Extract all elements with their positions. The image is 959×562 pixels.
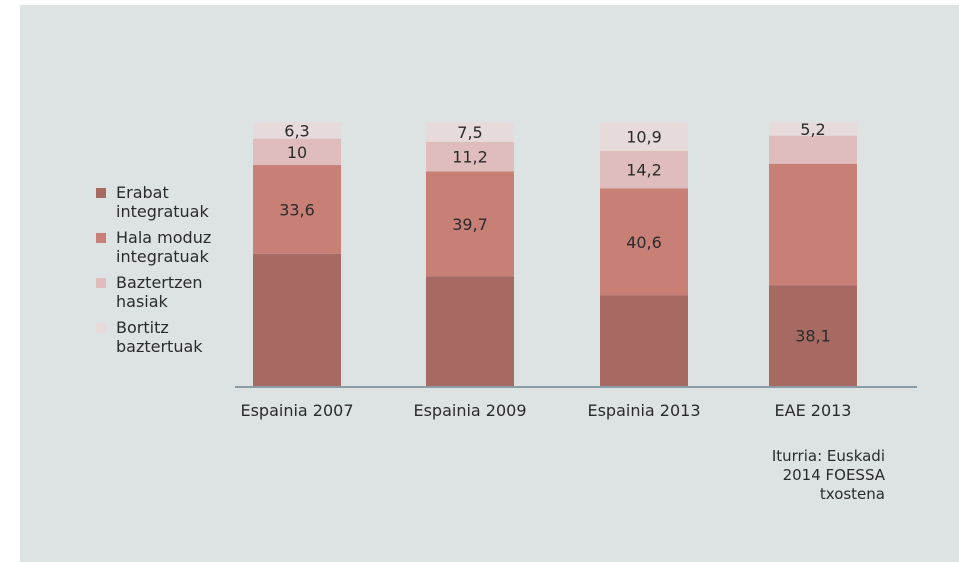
legend-item-hala-moduz-integratuak: Hala moduz integratuak — [96, 228, 246, 266]
legend-label: Erabat integratuak — [116, 183, 209, 221]
data-label: 5,2 — [800, 120, 825, 139]
data-label: 6,3 — [284, 121, 309, 140]
legend-swatch — [96, 233, 106, 243]
category-label: Espainia 2007 — [240, 401, 353, 420]
bar-segment — [426, 276, 514, 386]
data-label: 11,2 — [452, 148, 488, 167]
bar-segment — [769, 135, 857, 164]
bar-segment — [253, 138, 341, 166]
bar-segment — [426, 122, 514, 142]
data-label: 39,7 — [452, 215, 488, 234]
stacked-bar-chart: 33,6 10 6,3 Espainia 2007 39,7 11,2 7,5 Espaini… — [235, 120, 917, 420]
legend-item-bortitz-baztertuak: Bortitz baztertuak — [96, 318, 246, 356]
legend-item-erabat-integratuak: Erabat integratuak — [96, 183, 246, 221]
bar-segment — [426, 171, 514, 277]
bar-segment — [600, 188, 688, 296]
data-label: 40,6 — [626, 233, 662, 252]
bar-segment — [426, 141, 514, 172]
bar-segment — [253, 122, 341, 139]
bar-segment — [769, 285, 857, 386]
legend-label: Baztertzen hasiak — [116, 273, 203, 311]
legend-swatch — [96, 188, 106, 198]
bar-segment — [769, 122, 857, 136]
legend: Erabat integratuak Hala moduz integratua… — [96, 183, 246, 363]
category-label: Espainia 2013 — [587, 401, 700, 420]
bar-segment — [253, 165, 341, 254]
bar-segment — [600, 122, 688, 151]
bar-segment — [253, 253, 341, 386]
bar-segment — [769, 163, 857, 286]
source-note: Iturria: Euskadi 2014 FOESSA txostena — [771, 447, 885, 503]
data-label: 38,1 — [795, 327, 831, 346]
bar-segment — [600, 150, 688, 189]
data-label: 10 — [287, 143, 307, 162]
chart-panel: 33,6 10 6,3 Espainia 2007 39,7 11,2 7,5 Espaini… — [20, 5, 959, 562]
category-label: Espainia 2009 — [413, 401, 526, 420]
category-label: EAE 2013 — [775, 401, 852, 420]
data-label: 14,2 — [626, 161, 662, 180]
data-label: 7,5 — [457, 123, 482, 142]
legend-label: Bortitz baztertuak — [116, 318, 203, 356]
bar-segment — [600, 295, 688, 386]
legend-label: Hala moduz integratuak — [116, 228, 212, 266]
data-label: 10,9 — [626, 127, 662, 146]
legend-item-baztertzen-hasiak: Baztertzen hasiak — [96, 273, 246, 311]
legend-swatch — [96, 278, 106, 288]
legend-swatch — [96, 323, 106, 333]
data-label: 33,6 — [279, 200, 315, 219]
